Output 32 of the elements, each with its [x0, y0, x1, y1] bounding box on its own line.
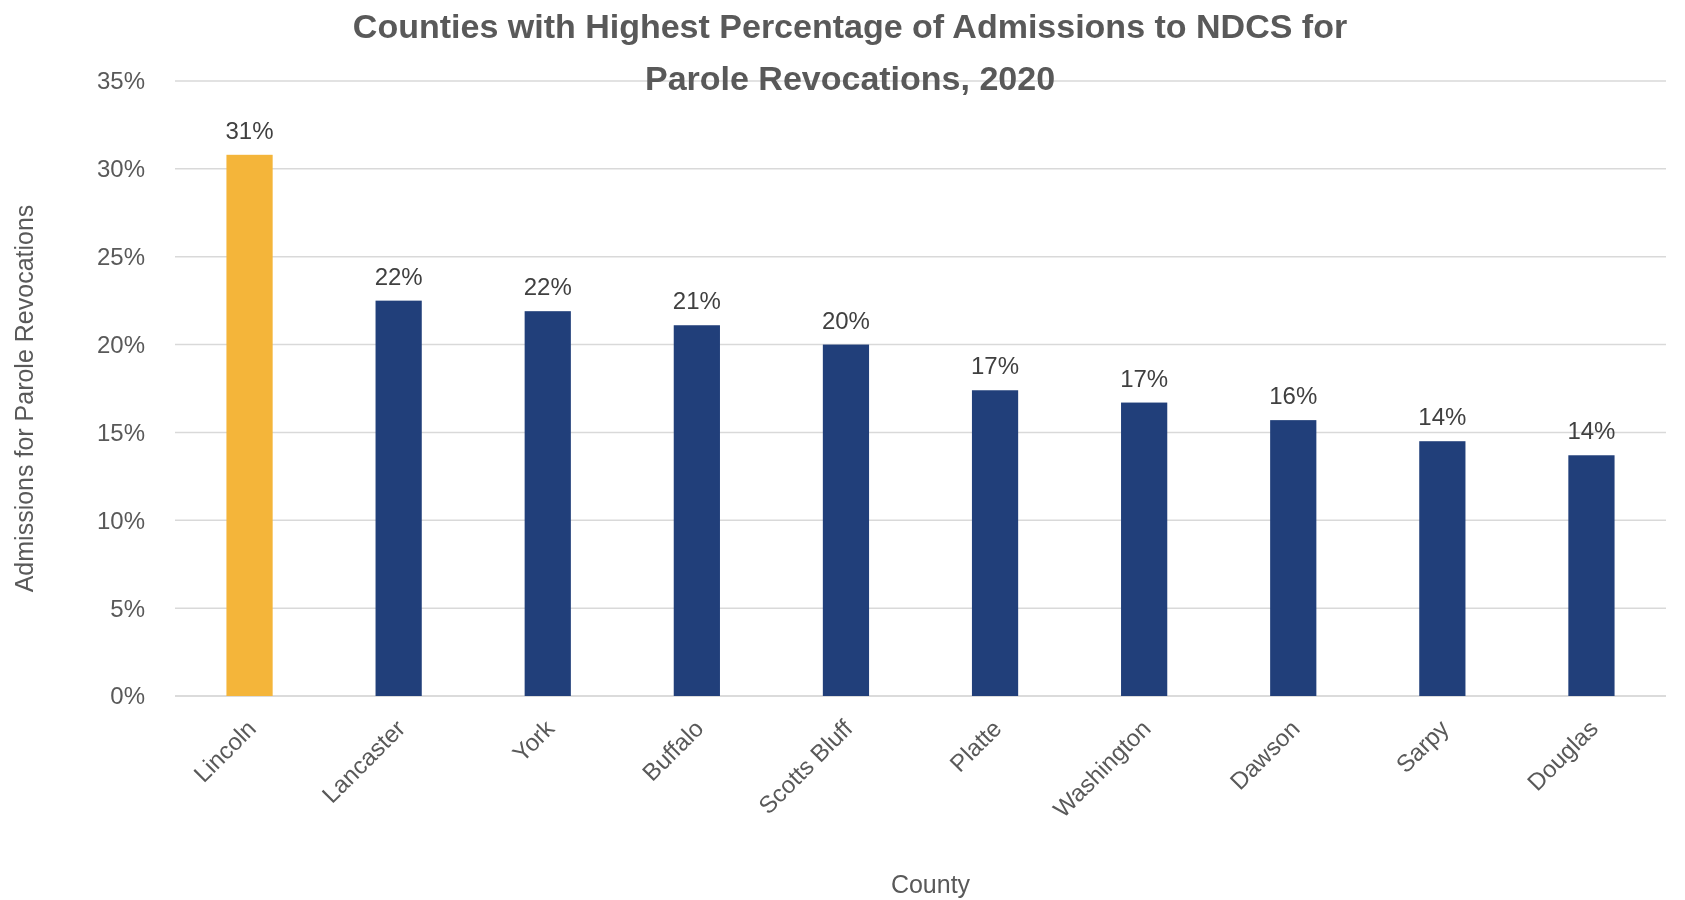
y-tick-label: 10%	[96, 506, 145, 534]
y-tick-label: 15%	[96, 418, 145, 446]
y-tick-label: 25%	[96, 243, 145, 271]
bar	[524, 311, 571, 696]
y-tick-label: 0%	[110, 682, 145, 710]
data-label: 17%	[1120, 364, 1169, 392]
data-label: 16%	[1269, 382, 1318, 410]
data-label: 31%	[225, 116, 274, 144]
y-tick-label: 5%	[110, 594, 145, 622]
data-label: 22%	[374, 262, 423, 290]
bar	[375, 300, 422, 696]
y-tick-label: 35%	[96, 67, 145, 95]
bar	[822, 344, 870, 696]
bar	[1270, 420, 1317, 696]
bar	[1419, 441, 1466, 696]
y-tick-label: 30%	[96, 155, 145, 183]
y-tick-label: 20%	[96, 330, 145, 358]
y-axis-title: Admissions for Parole Revocations	[10, 204, 38, 593]
bar	[226, 154, 273, 696]
data-label: 17%	[971, 352, 1020, 380]
bar	[1121, 402, 1168, 696]
bar	[971, 390, 1019, 696]
data-label: 14%	[1567, 417, 1616, 445]
data-label: 21%	[672, 287, 721, 315]
bar	[673, 325, 720, 696]
x-axis-title: County	[890, 870, 971, 898]
data-label: 20%	[821, 306, 870, 334]
chart-title: Counties with Highest Percentage of Admissions to NDCS for Parole Revocations, 2020	[352, 7, 1348, 97]
data-label: 14%	[1418, 403, 1467, 431]
data-label: 22%	[523, 273, 572, 301]
x-tick-label: York	[506, 713, 560, 767]
bar	[1568, 455, 1615, 696]
